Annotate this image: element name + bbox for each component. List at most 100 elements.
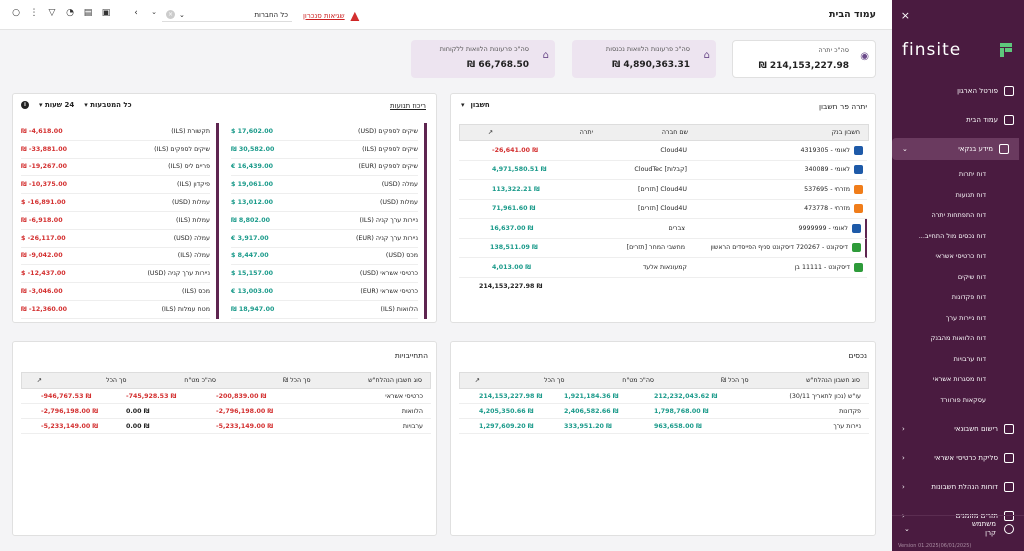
bell-icon[interactable]: ◔: [66, 8, 74, 18]
chevron-down-icon[interactable]: ⌄: [151, 8, 157, 16]
list-item[interactable]: פריים ליס (ILS) ₪ -19,267.00: [21, 159, 210, 177]
chat-icon[interactable]: ○: [12, 8, 20, 18]
account-dropdown-value: חשבון: [470, 101, 490, 109]
table-row[interactable]: הלוואות -2,796,198.00 ₪ 0.00 ₪ -2,796,198.0…: [21, 404, 431, 419]
account-dropdown[interactable]: חשבון ▾: [461, 101, 490, 109]
list-item[interactable]: שיקים לספקים (USD) $ 17,602.00: [231, 123, 418, 141]
print-icon[interactable]: ▤: [83, 8, 93, 18]
clear-icon[interactable]: ×: [166, 10, 175, 19]
list-item[interactable]: עמלה (USD) $ -26,117.00: [21, 230, 210, 248]
more-icon[interactable]: ⋮: [29, 8, 39, 18]
list-item[interactable]: שיקים לספקים (ILS) ₪ 30,582.00: [231, 141, 418, 159]
sidebar-item-home[interactable]: עמוד הבית: [892, 105, 1024, 134]
sidebar-item-portal[interactable]: פורטל הארגון: [892, 76, 1024, 105]
sidebar-subitem[interactable]: דוח שיקים: [957, 272, 986, 281]
table-row[interactable]: עו"ש (נכון לתאריך 30/11) 212,232,043.62 ₪…: [459, 389, 869, 404]
account-type: הלוואות: [401, 407, 423, 415]
sidebar-item[interactable]: רישום חשבונאי ‹: [892, 414, 1024, 443]
sidebar-subitem[interactable]: דוח ערבויות: [953, 354, 986, 363]
list-item[interactable]: מכס (ILS) ₪ -3,046.00: [21, 283, 210, 301]
sidebar-item[interactable]: סליקת כרטיסי אשראי ‹: [892, 443, 1024, 472]
table-row[interactable]: ניירות ערך 963,658.00 ₪ 333,951.20 ₪ 1,297,…: [459, 419, 869, 434]
info-icon[interactable]: i: [21, 101, 29, 109]
activity-value: ₪ -10,375.00: [21, 181, 67, 189]
sidebar-subitem[interactable]: דוח הלוואות מהבנק: [930, 334, 986, 343]
account-name: לאומי - 340089: [804, 166, 850, 174]
user-menu[interactable]: משתמש קרן ⌄: [892, 515, 1024, 541]
sidebar-subitem[interactable]: דוח פקדונות: [951, 293, 986, 302]
activity-label: מכס (USD): [385, 252, 418, 260]
list-item[interactable]: שיקים לספקים (ILS) ₪ -33,881.00: [21, 141, 210, 159]
list-item[interactable]: ניירות ערך קניה (ILS) ₪ 8,802.00: [231, 212, 418, 230]
sidebar-subitem[interactable]: דוח מסגרות אשראי: [932, 375, 986, 384]
activity-summary-link[interactable]: ריכוז תנועות: [390, 102, 426, 110]
sidebar-subitem[interactable]: דוח ניירות ערך: [945, 313, 986, 322]
activity-value: $ -12,437.00: [21, 270, 66, 278]
sidebar-subitem[interactable]: עסקאות פורוורד: [940, 395, 986, 404]
sidebar-item-label: דוחות הנהלת חשבונות: [931, 482, 998, 491]
sidebar-subitem[interactable]: דוח יתרות: [958, 170, 986, 179]
account-type: כרטיסי אשראי: [385, 392, 423, 400]
table-row[interactable]: לאומי - 4319305 Cloud4U -26,641.00 ₪: [459, 141, 867, 161]
chart-icon[interactable]: ↗: [36, 377, 42, 384]
sidebar-nav: פורטל הארגון עמוד הבית מידע בנקאי ⌄ דוח י…: [892, 76, 1024, 530]
balance-value: 4,971,580.51 ₪: [492, 166, 547, 174]
sidebar-subitem[interactable]: דוח תנועות: [955, 190, 986, 199]
company-select[interactable]: כל החברות × ⌄: [162, 8, 292, 22]
table-row[interactable]: דיסקונט - 720267 דיסקונט סניף הפייסדים ה…: [459, 238, 867, 258]
sidebar-item-bank-info[interactable]: מידע בנקאי ⌄: [892, 138, 1019, 160]
company-name: קמעונאות אלעד: [642, 263, 687, 271]
export-icon[interactable]: ▣: [101, 8, 111, 18]
activity-label: שיקים לספקים (EUR): [358, 163, 418, 171]
total-all: 214,153,227.98 ₪: [479, 392, 543, 400]
sidebar-subitem[interactable]: דוח כרטיסי אשראי: [935, 252, 986, 261]
list-item[interactable]: ניירות ערך קניה (EUR) € 3,917.00: [231, 230, 418, 248]
list-item[interactable]: כרטיסי אשראי (EUR) € 13,003.00: [231, 283, 418, 301]
period-dropdown[interactable]: 24 שעות ▾: [39, 101, 75, 109]
filter-icon[interactable]: ▽: [48, 8, 56, 18]
list-item[interactable]: עמלה (ILS) ₪ -9,042.00: [21, 248, 210, 266]
table-row[interactable]: מזרחי - 473778 Cloud4U [תזרים] 71,961.60 ₪: [459, 200, 867, 219]
table-row[interactable]: פקדונות 1,798,768.00 ₪ 2,406,582.66 ₪ 4,205…: [459, 404, 869, 419]
sidebar-item[interactable]: דוחות הנהלת חשבונות ‹: [892, 472, 1024, 501]
sync-errors-link[interactable]: שגיאות סנכרון ▲: [303, 9, 359, 22]
chart-icon[interactable]: ↗: [487, 129, 493, 136]
col-header-company: שם חברה: [661, 129, 688, 136]
list-item[interactable]: מכס (USD) $ 8,447.00: [231, 248, 418, 266]
table-row[interactable]: כרטיסי אשראי -200,839.00 ₪ -745,928.53 ₪ -9…: [21, 389, 431, 404]
table-row[interactable]: דיסקונט - 11111 בן קמעונאות אלעד 4,013.00 …: [459, 258, 867, 278]
kpi-label: סה"כ פרעונות הלוואות ללקוחות: [439, 45, 529, 53]
account-cell: דיסקונט - 11111 בן: [687, 262, 867, 272]
kpi-label: סה"כ פרעונות הלוואות נכנסות: [605, 45, 690, 53]
calculator-icon: [1004, 481, 1014, 492]
activity-value: € 3,917.00: [231, 234, 269, 242]
list-item[interactable]: ניירות ערך קניה (USD) $ -12,437.00: [21, 265, 210, 284]
list-item[interactable]: פיקדון (ILS) ₪ -10,375.00: [21, 176, 210, 195]
company-name: Cloud4U [תזרים]: [638, 205, 687, 213]
table-row[interactable]: לאומי - 340089 [קבלות] CloudTec 4,971,580.…: [459, 161, 867, 180]
list-item[interactable]: כרטיסי אשראי (USD) $ 15,157.00: [231, 265, 418, 284]
table-row[interactable]: ערבויות -5,233,149.00 ₪ 0.00 ₪ -5,233,149.0…: [21, 419, 431, 434]
sidebar-subitem[interactable]: דוח התפתחות יתרה: [931, 211, 986, 220]
list-item[interactable]: תקשורת (ILS) ₪ -4,618.00: [21, 123, 210, 141]
list-item[interactable]: עמלות (USD) $ -16,891.00: [21, 194, 210, 212]
warning-icon: ▲: [350, 9, 360, 22]
share-icon[interactable]: ‹: [134, 8, 138, 18]
list-item[interactable]: מטח עמלות (ILS) ₪ -12,360.00: [21, 301, 210, 319]
table-row[interactable]: לאומי - 9999999 צברים 16,637.00 ₪: [459, 219, 867, 239]
sidebar-subitem[interactable]: דוח נכסים מול התחייב...: [918, 231, 986, 240]
list-item[interactable]: עמלות (USD) $ 13,012.00: [231, 194, 418, 212]
list-item[interactable]: הלוואות (ILS) ₪ 18,947.00: [231, 301, 418, 319]
list-item[interactable]: עמלה (USD) $ 19,061.00: [231, 176, 418, 195]
currency-dropdown[interactable]: כל המטבעות ▾: [84, 101, 132, 109]
activity-filters: i 24 שעות ▾ כל המטבעות ▾: [21, 101, 132, 109]
total-fx: 2,406,582.66 ₪: [564, 407, 619, 415]
version-label: Version 01.2025(06/01/2025): [898, 543, 972, 549]
total-row: 214,153,227.98 ₪: [459, 278, 869, 296]
table-row[interactable]: מזרחי - 537695 Cloud4U [תזרים] 113,322.21 …: [459, 180, 867, 200]
company-name: Cloud4U: [660, 146, 687, 154]
close-icon[interactable]: ×: [900, 9, 910, 22]
chart-icon[interactable]: ↗: [474, 377, 480, 384]
list-item[interactable]: שיקים לספקים (EUR) € 16,439.00: [231, 159, 418, 177]
list-item[interactable]: עמלות (ILS) ₪ -6,918.00: [21, 212, 210, 230]
